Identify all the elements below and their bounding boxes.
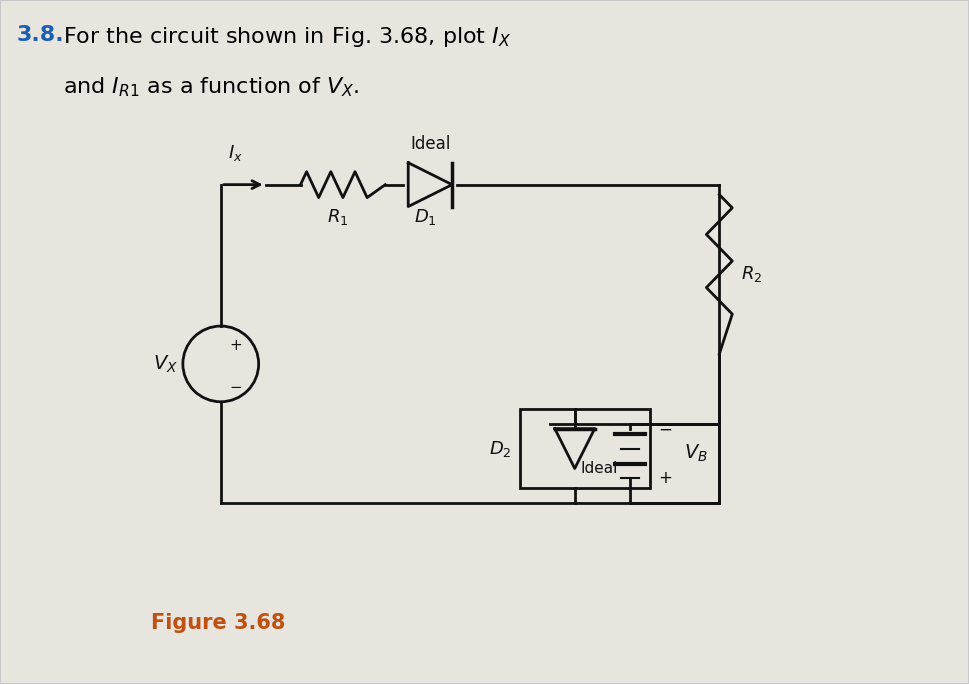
Text: $-$: $-$ (658, 420, 672, 438)
Text: 3.8.: 3.8. (16, 25, 64, 45)
Text: $R_1$: $R_1$ (328, 207, 349, 226)
Text: $I_x$: $I_x$ (229, 143, 243, 163)
Text: $V_X$: $V_X$ (153, 353, 178, 375)
Text: For the circuit shown in Fig. 3.68, plot $I_X$: For the circuit shown in Fig. 3.68, plot… (63, 25, 512, 49)
Text: $R_2$: $R_2$ (741, 264, 763, 285)
Bar (520, 409, 649, 488)
Text: and $I_{R1}$ as a function of $V_X$.: and $I_{R1}$ as a function of $V_X$. (63, 75, 359, 98)
Text: Ideal: Ideal (410, 135, 451, 153)
Text: $+$: $+$ (658, 469, 672, 488)
Text: $D_1$: $D_1$ (414, 207, 437, 226)
Text: $D_2$: $D_2$ (489, 438, 512, 458)
Text: $-$: $-$ (229, 378, 242, 393)
Text: Ideal: Ideal (581, 462, 618, 477)
Text: Figure 3.68: Figure 3.68 (151, 613, 285, 633)
Text: +: + (230, 339, 242, 354)
Text: $V_B$: $V_B$ (684, 443, 708, 464)
